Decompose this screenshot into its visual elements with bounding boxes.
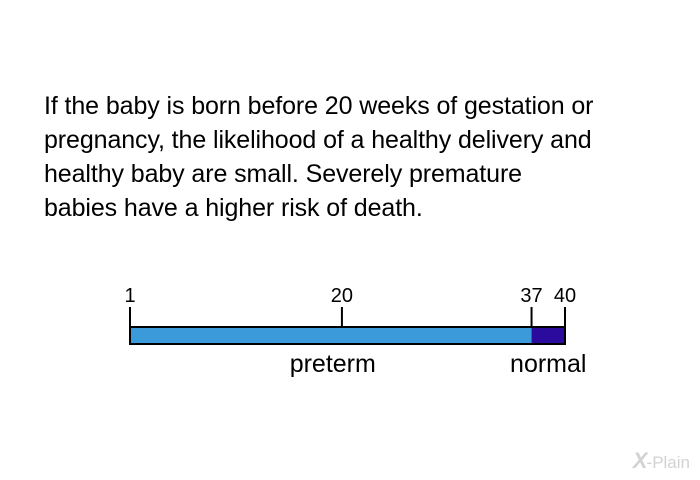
segment-label-normal: normal	[510, 350, 586, 378]
paragraph-line: pregnancy, the likelihood of a healthy d…	[44, 126, 592, 154]
logo-mark: X	[632, 448, 648, 473]
tick-label: 37	[520, 285, 542, 307]
tick-label: 20	[331, 285, 353, 307]
logo-text: -Plain	[646, 453, 690, 472]
segment-label-preterm: preterm	[290, 350, 376, 378]
tick-label: 1	[124, 285, 135, 307]
segment-bar-preterm	[130, 327, 532, 344]
paragraph-line: If the baby is born before 20 weeks of g…	[44, 92, 594, 120]
paragraph-line: babies have a higher risk of death.	[44, 194, 423, 222]
body-paragraph: If the baby is born before 20 weeks of g…	[44, 89, 684, 225]
xplain-logo: X-Plain	[633, 448, 690, 474]
segment-bar-normal	[531, 327, 565, 344]
paragraph-line: healthy baby are small. Severely prematu…	[44, 160, 522, 188]
tick-label: 40	[554, 285, 576, 307]
